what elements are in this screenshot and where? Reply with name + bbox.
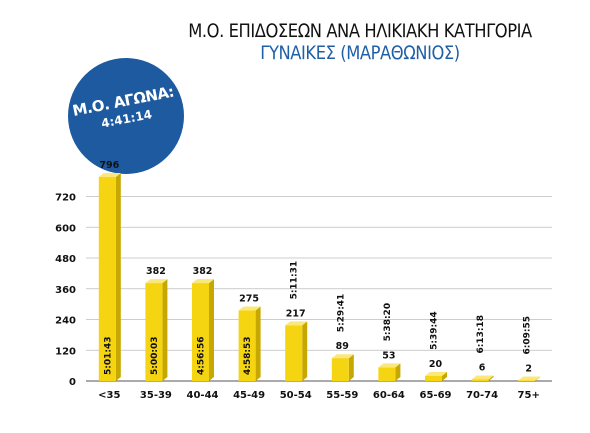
time-label: 5:38:20 [383,303,393,342]
time-label: 5:29:41 [336,294,346,333]
chart-title-block: Μ.Ο. ΕΠΙΔΟΣΕΩΝ ΑΝΑ ΗΛΙΚΙΑΚΗ ΚΑΤΗΓΟΡΙΑ ΓΥ… [50,20,557,64]
x-tick-label: 40-44 [187,390,219,401]
x-tick-label: 60-64 [373,390,405,401]
bar [518,380,536,381]
chart-title: Μ.Ο. ΕΠΙΔΟΣΕΩΝ ΑΝΑ ΗΛΙΚΙΑΚΗ ΚΑΤΗΓΟΡΙΑ [188,20,532,42]
x-tick-label: 65-69 [420,390,452,401]
bar-top [518,376,541,381]
time-label: 6:13:18 [476,315,486,354]
bar-side [302,321,308,381]
time-label: 5:00:03 [150,336,160,375]
bar-top [192,279,214,284]
bar [192,283,209,381]
y-tick-label: 240 [55,316,76,327]
bar [331,358,349,381]
bar-top [238,306,261,311]
value-label: 796 [99,160,119,171]
bar-top [285,321,308,326]
bar-side [255,306,261,381]
y-tick-label: 720 [55,193,76,204]
time-label: 4:58:53 [243,336,253,375]
time-label: 6:09:55 [523,316,533,355]
value-label: 275 [239,294,259,305]
bar-side [162,279,168,381]
bar-side [488,375,494,381]
bar-top [331,354,354,359]
bar-side [115,173,121,381]
value-label: 89 [336,341,349,352]
x-tick-label: <35 [98,390,120,401]
x-tick-label: 55-59 [326,390,358,401]
bar [145,283,163,381]
x-tick-label: 75+ [518,390,540,401]
x-tick-label: 50-54 [280,390,312,401]
value-label: 382 [193,266,213,277]
value-label: 53 [382,350,395,361]
y-tick-label: 480 [55,254,76,265]
time-label: 5:11:31 [290,261,300,300]
bar [98,177,116,381]
bar-side [348,354,354,381]
bar [471,379,489,381]
bar-top [425,371,447,376]
x-tick-label: 35-39 [140,390,172,401]
value-label: 6 [479,362,486,373]
value-label: 382 [146,266,166,277]
bar [285,325,303,381]
bar-side [535,376,541,381]
bar [425,375,442,381]
value-label: 217 [286,308,306,319]
bar-side [395,363,401,381]
y-tick-label: 120 [55,346,76,357]
bar-top [378,363,401,368]
bar-side [209,279,214,381]
bar-top [98,173,121,178]
value-label: 2 [525,363,532,374]
bar-side [442,371,447,381]
bar-top [145,279,168,284]
time-label: 5:39:44 [430,311,440,350]
x-tick-label: 45-49 [233,390,265,401]
bar [238,310,256,381]
value-label: 20 [429,359,443,370]
y-tick-label: 360 [55,285,76,296]
time-label: 4:56:56 [197,336,207,375]
average-time-badge: Μ.Ο. ΑΓΩΝΑ: 4:41:14 [68,58,184,174]
bar-top [471,375,494,380]
y-tick-label: 0 [69,377,76,388]
y-tick-label: 600 [55,223,76,234]
x-tick-label: 70-74 [466,390,498,401]
chart-subtitle: ΓΥΝΑΙΚΕΣ (ΜΑΡΑΘΩΝΙΟΣ) [260,42,460,64]
time-label: 5:01:43 [103,336,113,375]
bar [378,367,396,381]
